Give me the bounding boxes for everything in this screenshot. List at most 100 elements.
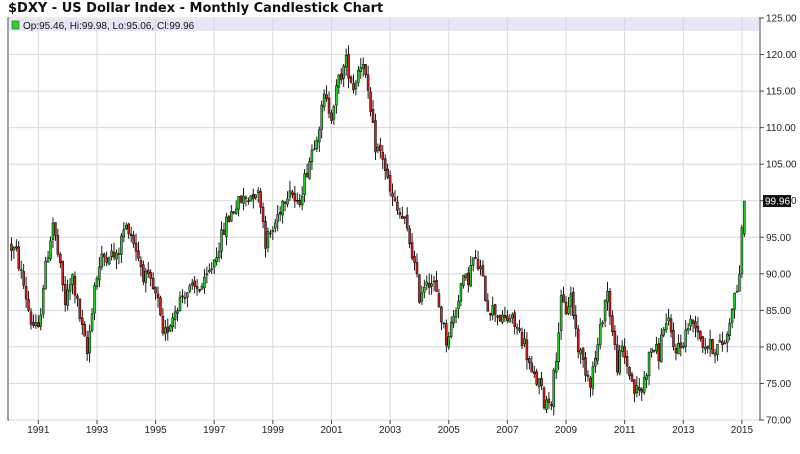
candle-down — [388, 175, 392, 192]
candle-down — [542, 387, 546, 409]
candle-down — [496, 315, 499, 318]
candle-up — [212, 259, 216, 268]
candle-down — [535, 371, 538, 385]
candle-up — [164, 327, 167, 335]
y-tick-label: 95.00 — [766, 233, 791, 244]
candle-down — [405, 214, 409, 229]
candle-up — [51, 222, 55, 240]
last-value-marker: 99.96 — [763, 195, 791, 208]
candle-down — [137, 250, 140, 259]
candle-down — [330, 112, 333, 121]
legend: Op:95.46, Hi:99.98, Lo:95.06, Cl:99.96 — [11, 20, 195, 32]
candle-down — [696, 326, 700, 333]
candle-up — [120, 235, 123, 255]
candle-down — [159, 297, 162, 316]
candle-down — [247, 200, 250, 202]
candle-up — [591, 366, 595, 389]
candle-down — [679, 342, 683, 348]
candle-down — [193, 280, 196, 287]
candle-up — [178, 296, 182, 311]
candle-down — [195, 285, 199, 289]
y-tick-label: 80.00 — [766, 342, 791, 353]
candle-up — [39, 314, 43, 327]
candle-up — [313, 148, 316, 151]
candle-up — [46, 257, 50, 263]
candle-up — [176, 310, 179, 314]
candle-down — [418, 274, 421, 303]
candle-up — [19, 269, 23, 271]
candle-up — [90, 313, 94, 331]
candle-down — [296, 199, 299, 202]
candle-down — [532, 371, 536, 374]
candle-up — [704, 347, 707, 350]
candle-up — [320, 104, 323, 130]
candle-down — [520, 332, 524, 346]
candle-down — [525, 339, 529, 361]
y-tick-label: 75.00 — [766, 379, 791, 390]
candle-down — [347, 54, 350, 79]
candle-up — [479, 266, 482, 269]
candle-down — [608, 290, 612, 317]
candle-up — [554, 361, 558, 373]
candle-down — [269, 232, 272, 235]
x-tick-label: 1991 — [27, 425, 50, 436]
candle-down — [391, 192, 394, 197]
candle-up — [225, 216, 228, 237]
candle-down — [61, 260, 64, 286]
candle-down — [291, 191, 294, 195]
candle-up — [471, 257, 475, 266]
candle-down — [442, 322, 446, 325]
candle-down — [437, 293, 441, 308]
candle-up — [359, 67, 363, 72]
candle-up — [469, 265, 472, 287]
candle-up — [598, 324, 602, 346]
candle-up — [689, 318, 692, 327]
candle-up — [730, 309, 734, 323]
candle-down — [56, 235, 60, 255]
candle-up — [232, 211, 236, 214]
candle-up — [208, 269, 211, 273]
candle-up — [88, 331, 91, 354]
candle-up — [501, 314, 504, 323]
candle-down — [498, 315, 502, 322]
candle-up — [618, 350, 621, 374]
candle-down — [408, 228, 411, 245]
candle-down — [149, 272, 152, 279]
candle-down — [467, 272, 470, 285]
candle-up — [603, 299, 607, 322]
candle-down — [435, 280, 438, 292]
candle-up — [620, 345, 624, 352]
chart-title: $DXY - US Dollar Index - Monthly Candles… — [8, 1, 384, 16]
candle-down — [528, 358, 531, 364]
candle-down — [339, 73, 343, 81]
y-tick-label: 70.00 — [766, 416, 791, 427]
candle-up — [452, 315, 455, 324]
candle-down — [139, 260, 143, 268]
legend-swatch — [11, 20, 20, 30]
candle-up — [237, 196, 240, 210]
candle-down — [401, 215, 404, 219]
candle-down — [222, 229, 226, 235]
candle-up — [713, 352, 717, 356]
candle-down — [672, 330, 675, 347]
candle-down — [503, 315, 507, 319]
candle-up — [271, 229, 275, 232]
candle-up — [186, 292, 189, 298]
x-tick-label: 2013 — [672, 425, 695, 436]
candle-up — [49, 240, 52, 259]
candle-down — [142, 264, 145, 282]
candle-up — [215, 257, 218, 262]
candle-down — [699, 331, 702, 339]
candle-down — [540, 378, 543, 387]
candle-down — [183, 297, 187, 299]
candle-up — [660, 334, 663, 363]
candle-down — [493, 304, 497, 315]
candle-up — [403, 216, 407, 219]
candle-up — [557, 332, 560, 363]
candle-down — [156, 293, 160, 299]
candle-down — [83, 323, 86, 337]
candle-down — [669, 318, 673, 333]
y-tick-label: 105.00 — [766, 160, 797, 171]
candle-down — [78, 298, 82, 320]
candle-up — [682, 346, 685, 348]
